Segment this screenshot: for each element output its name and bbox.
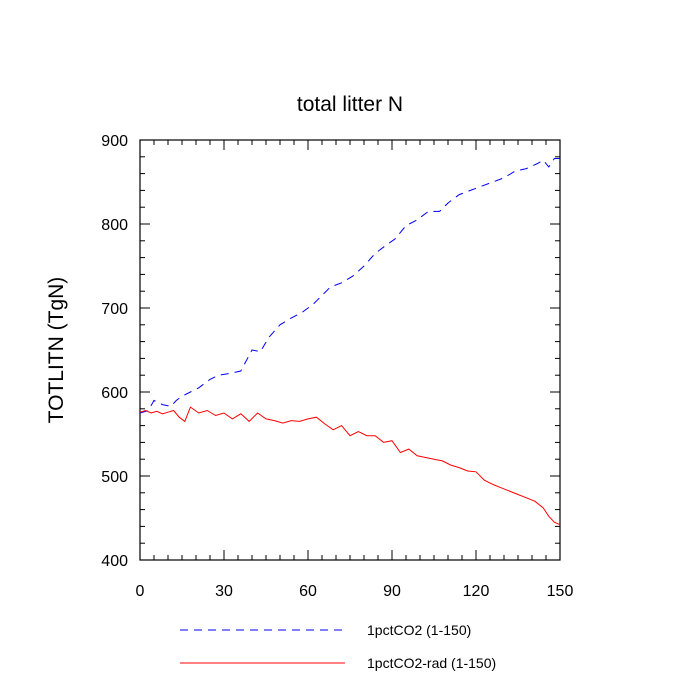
- x-tick-label: 60: [299, 583, 317, 600]
- series-line-1pctCO2-rad: [139, 406, 561, 526]
- x-tick-label: 150: [547, 583, 574, 600]
- y-tick-label: 400: [101, 553, 128, 570]
- tick-labels: 0 30 60 90 120 150 400 500 600 700 800 900: [101, 133, 573, 600]
- y-tick-label: 700: [101, 301, 128, 318]
- x-tick-label: 0: [136, 583, 145, 600]
- plot-frame: [139, 139, 561, 561]
- y-tick-label: 600: [101, 385, 128, 402]
- legend-label-1pctCO2: 1pctCO2 (1-150): [367, 622, 471, 638]
- series-lines: [139, 158, 561, 526]
- x-tick-label: 90: [383, 583, 401, 600]
- x-tick-label: 120: [463, 583, 490, 600]
- y-tick-label: 900: [101, 133, 128, 150]
- chart-title: total litter N: [297, 93, 403, 116]
- legend-label-1pctCO2-rad: 1pctCO2-rad (1-150): [367, 655, 496, 671]
- y-tick-label: 800: [101, 217, 128, 234]
- legend: 1pctCO2 (1-150) 1pctCO2-rad (1-150): [180, 622, 496, 671]
- y-tick-label: 500: [101, 469, 128, 486]
- x-tick-label: 30: [215, 583, 233, 600]
- axis-ticks: [139, 139, 561, 561]
- y-axis-label: TOTLITN (TgN): [45, 277, 68, 424]
- series-line-1pctCO2: [139, 158, 560, 414]
